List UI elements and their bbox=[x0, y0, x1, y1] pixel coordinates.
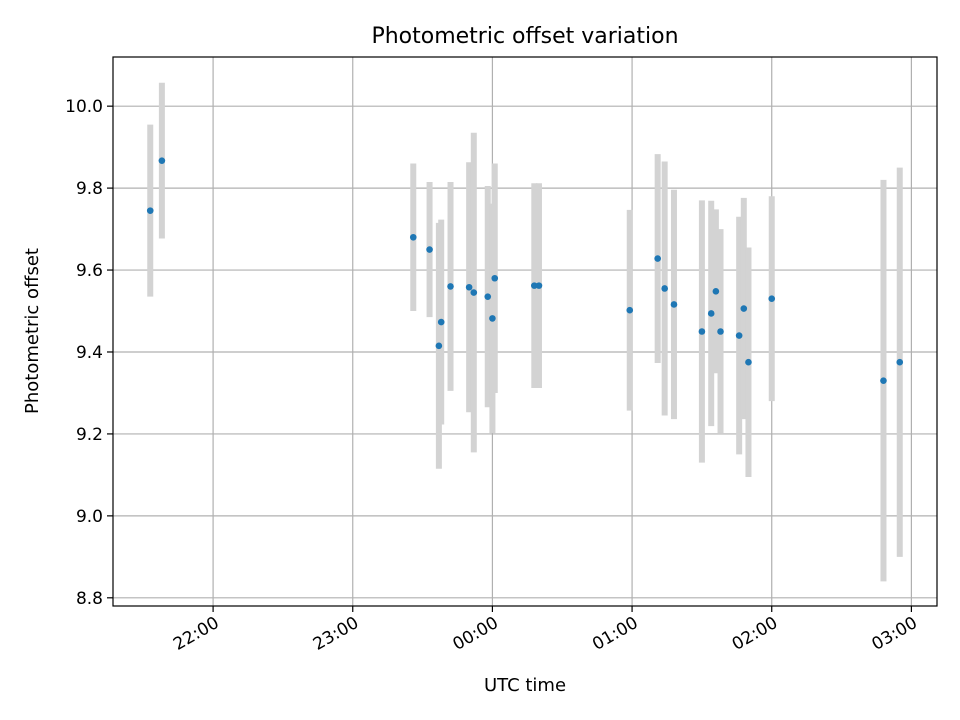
data-points bbox=[146, 157, 904, 384]
x-axis-ticks: 22:00 23:00 00:00 01:00 02:00 03:00 bbox=[170, 606, 921, 655]
y-tick-label: 9.0 bbox=[76, 507, 103, 527]
data-point bbox=[707, 310, 715, 317]
data-point bbox=[437, 318, 445, 326]
data-point bbox=[146, 207, 154, 214]
data-point bbox=[489, 315, 496, 322]
data-point bbox=[447, 283, 454, 290]
data-point bbox=[435, 342, 443, 350]
data-point bbox=[745, 358, 752, 366]
data-point bbox=[698, 328, 706, 335]
data-point bbox=[470, 289, 478, 296]
y-tick-label: 10.0 bbox=[65, 97, 103, 117]
plot-background bbox=[113, 57, 937, 606]
data-point bbox=[654, 255, 661, 262]
x-axis-label: UTC time bbox=[484, 675, 566, 696]
y-tick-label: 9.2 bbox=[76, 425, 103, 445]
y-tick-label: 8.8 bbox=[76, 589, 103, 609]
data-point bbox=[426, 246, 433, 253]
y-tick-label: 9.4 bbox=[76, 343, 103, 363]
y-axis-label: Photometric offset bbox=[22, 248, 43, 414]
data-point bbox=[158, 157, 166, 164]
plot-frame bbox=[112, 56, 938, 607]
data-point bbox=[531, 282, 538, 289]
data-point bbox=[768, 295, 776, 303]
data-point bbox=[491, 274, 499, 282]
x-tick-label: 03:00 bbox=[868, 613, 920, 655]
y-tick-label: 9.6 bbox=[76, 261, 103, 281]
data-point bbox=[735, 332, 743, 339]
y-tick-label: 9.8 bbox=[76, 179, 103, 199]
data-point bbox=[740, 305, 748, 312]
data-point bbox=[626, 306, 634, 314]
x-tick-label: 00:00 bbox=[449, 613, 501, 655]
data-point bbox=[670, 301, 678, 308]
data-point bbox=[896, 358, 904, 366]
x-tick-label: 01:00 bbox=[589, 613, 641, 655]
data-point bbox=[661, 285, 668, 292]
data-point bbox=[484, 293, 492, 300]
x-tick-label: 22:00 bbox=[170, 613, 222, 655]
x-tick-label: 02:00 bbox=[729, 613, 781, 655]
y-axis-ticks: 8.8 9.0 9.2 9.4 9.6 9.8 10.0 bbox=[65, 97, 113, 609]
chart-title: Photometric offset variation bbox=[371, 24, 678, 49]
data-point bbox=[535, 282, 543, 289]
data-point bbox=[712, 288, 720, 295]
data-point bbox=[880, 377, 887, 384]
x-tick-label: 23:00 bbox=[310, 613, 362, 655]
data-point bbox=[465, 283, 473, 291]
data-point bbox=[409, 233, 417, 241]
data-point bbox=[717, 328, 724, 335]
